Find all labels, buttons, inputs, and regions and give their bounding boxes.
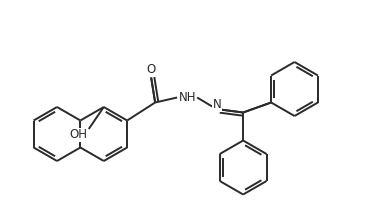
Text: O: O [147, 63, 156, 76]
Text: N: N [213, 98, 221, 111]
Text: NH: NH [179, 91, 196, 104]
Text: OH: OH [70, 129, 88, 141]
